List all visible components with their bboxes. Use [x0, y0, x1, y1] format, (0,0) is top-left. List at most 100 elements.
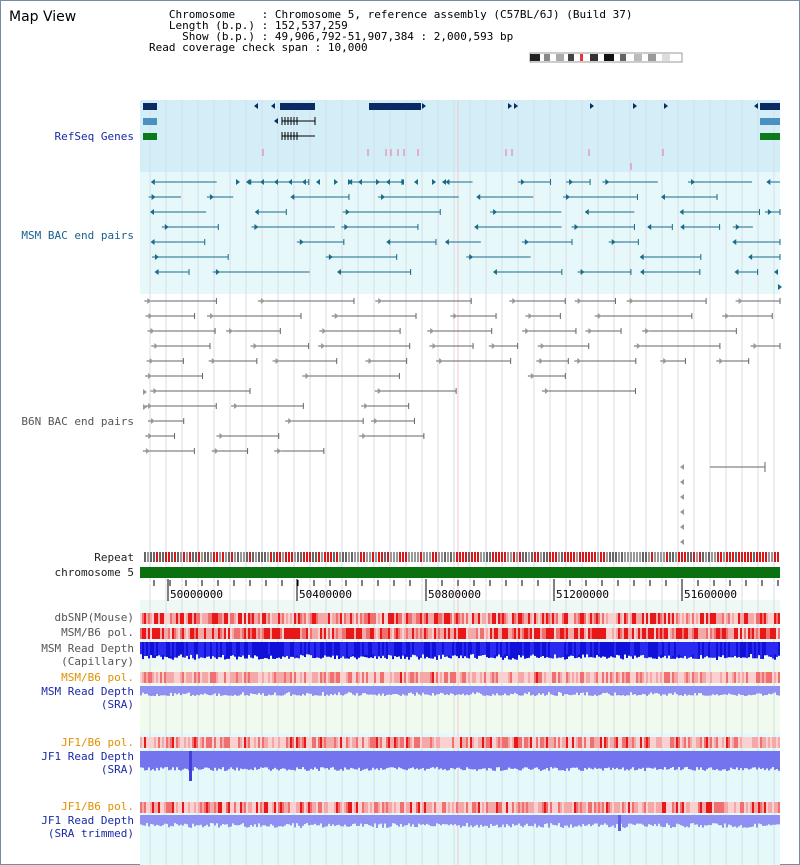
polymorphism-cell	[358, 802, 360, 813]
msm-sra-depth	[470, 686, 472, 695]
polymorphism-cell	[508, 672, 510, 683]
polymorphism-cell	[718, 672, 720, 683]
msm-sra-depth	[152, 686, 154, 694]
repeat-mark	[516, 552, 518, 562]
polymorphism-cell	[442, 613, 444, 624]
polymorphism-cell	[164, 613, 166, 624]
jf1-trimmed-depth	[296, 815, 298, 824]
msm-capillary-depth	[288, 642, 290, 658]
msm-sra-depth	[698, 686, 700, 693]
polymorphism-cell	[278, 628, 280, 639]
repeat-mark	[603, 552, 605, 562]
repeat-mark	[339, 552, 341, 562]
polymorphism-cell	[294, 613, 296, 624]
jf1-sra-depth	[314, 751, 316, 768]
jf1-sra-depth	[552, 751, 554, 769]
jf1-sra-depth	[164, 751, 166, 768]
polymorphism-cell	[500, 613, 502, 624]
jf1-trimmed-depth	[204, 815, 206, 827]
msm-sra-depth	[512, 686, 514, 693]
jf1-sra-depth	[252, 751, 254, 771]
msm-bac-end	[316, 179, 320, 185]
polymorphism-cell	[544, 613, 546, 624]
polymorphism-cell	[536, 672, 538, 683]
polymorphism-cell	[268, 613, 270, 624]
jf1-sra-depth	[558, 751, 560, 771]
repeat-mark	[717, 552, 719, 562]
jf1-trimmed-depth	[168, 815, 170, 828]
jf1-sra-depth	[290, 751, 292, 770]
msm-sra-depth	[702, 686, 704, 695]
polymorphism-cell	[256, 613, 258, 624]
b6n-bac-end	[253, 343, 258, 349]
msm-capillary-depth	[370, 642, 372, 658]
track-label-refseq-genes[interactable]: RefSeq Genes	[54, 130, 134, 143]
repeat-mark	[312, 552, 314, 562]
polymorphism-cell	[280, 802, 282, 813]
ideogram-band	[568, 54, 574, 61]
msm-sra-depth	[594, 686, 596, 693]
repeat-mark	[498, 552, 500, 562]
polymorphism-cell	[762, 672, 764, 683]
msm-capillary-depth	[268, 642, 270, 655]
jf1-trimmed-depth	[690, 815, 692, 824]
msm-sra-depth	[428, 686, 430, 695]
jf1-trimmed-depth	[226, 815, 228, 825]
polymorphism-cell	[668, 613, 670, 624]
polymorphism-cell	[688, 737, 690, 748]
track-label-b6n-bac[interactable]: B6N BAC end pairs	[21, 415, 134, 428]
msm-sra-depth	[652, 686, 654, 695]
msm-capillary-depth	[320, 642, 322, 657]
msm-bac-end	[580, 269, 585, 275]
polymorphism-cell	[612, 737, 614, 748]
jf1-trimmed-depth	[452, 815, 454, 826]
jf1-sra-depth	[258, 751, 260, 769]
polymorphism-cell	[460, 802, 462, 813]
polymorphism-cell	[348, 613, 350, 624]
polymorphism-cell	[728, 672, 730, 683]
polymorphism-cell	[650, 672, 652, 683]
jf1-trimmed-depth	[500, 815, 502, 828]
polymorphism-cell	[628, 802, 630, 813]
repeat-mark	[363, 552, 365, 562]
polymorphism-cell	[306, 737, 308, 748]
polymorphism-cell	[254, 628, 256, 639]
polymorphism-cell	[330, 802, 332, 813]
msm-bac-end	[254, 209, 259, 215]
polymorphism-cell	[248, 802, 250, 813]
polymorphism-cell	[284, 737, 286, 748]
polymorphism-cell	[212, 737, 214, 748]
polymorphism-cell	[574, 802, 576, 813]
msm-sra-depth	[756, 686, 758, 693]
repeat-mark	[753, 552, 755, 562]
msm-sra-depth	[656, 686, 658, 694]
polymorphism-cell	[284, 628, 286, 639]
msm-capillary-depth	[234, 642, 236, 656]
repeat-mark	[390, 552, 392, 562]
msm-capillary-depth	[564, 642, 566, 657]
polymorphism-cell	[368, 802, 370, 813]
polymorphism-cell	[694, 737, 696, 748]
b6n-bac-end	[234, 403, 239, 409]
repeat-mark	[669, 552, 671, 562]
jf1-sra-depth	[316, 751, 318, 769]
msm-capillary-depth	[372, 642, 374, 655]
jf1-trimmed-depth	[388, 815, 390, 828]
jf1-sra-depth	[654, 751, 656, 768]
axis-tick-label: 50400000	[299, 588, 352, 601]
msm-capillary-depth	[718, 642, 720, 657]
b6n-bac-end	[148, 433, 153, 439]
jf1-trimmed-depth	[684, 815, 686, 828]
msm-sra-depth	[166, 686, 168, 693]
b6n-bac-end	[153, 388, 158, 394]
polymorphism-cell	[772, 628, 774, 639]
msm-sra-depth	[744, 686, 746, 693]
polymorphism-cell	[524, 737, 526, 748]
jf1-trimmed-depth	[232, 815, 234, 824]
msm-sra-depth	[394, 686, 396, 694]
msm-sra-depth	[164, 686, 166, 696]
polymorphism-cell	[730, 613, 732, 624]
track-label-msm-bac[interactable]: MSM BAC end pairs	[21, 229, 134, 242]
polymorphism-cell	[194, 628, 196, 639]
